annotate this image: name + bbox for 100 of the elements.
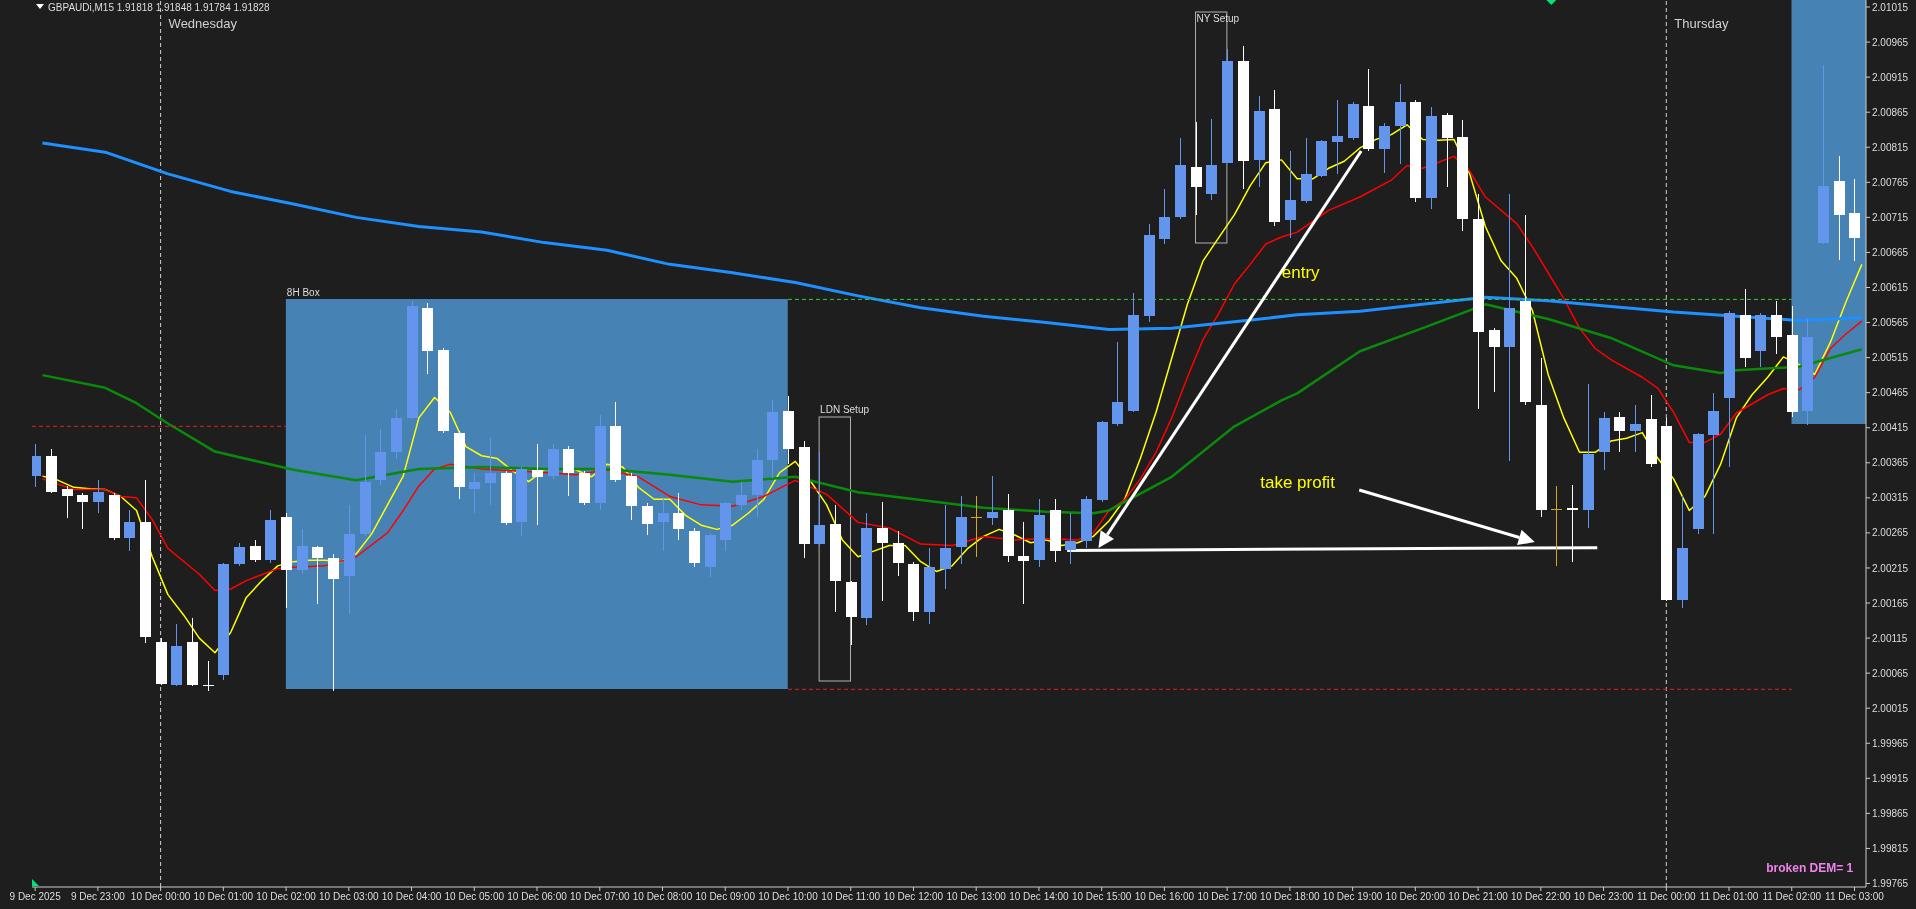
x-tick-label: 11 Dec 01:00 xyxy=(1699,891,1759,903)
candlestick xyxy=(673,492,684,541)
candlestick xyxy=(563,445,574,497)
y-tick-label: 2.00815 xyxy=(1872,141,1909,153)
x-tick-label: 10 Dec 04:00 xyxy=(381,891,442,903)
candlestick xyxy=(203,660,214,692)
x-tick-label: 11 Dec 03:00 xyxy=(1825,891,1885,903)
y-tick-label: 2.00015 xyxy=(1872,702,1909,714)
candlestick xyxy=(940,504,951,590)
y-tick-label: 2.00165 xyxy=(1872,597,1909,609)
candlestick xyxy=(250,539,261,563)
chart-title: GBPAUDi,M15 1.91818 1.91848 1.91784 1.91828 xyxy=(48,2,271,13)
x-tick-label: 9 Dec 2025 xyxy=(9,891,62,903)
candlestick xyxy=(971,495,982,558)
candlestick xyxy=(893,530,904,577)
y-tick-label: 1.99965 xyxy=(1872,737,1909,749)
y-tick-label: 2.00415 xyxy=(1872,422,1909,434)
candlestick xyxy=(1614,411,1625,453)
candlestick xyxy=(328,553,339,692)
x-tick-label: 10 Dec 22:00 xyxy=(1511,891,1571,903)
x-tick-label: 10 Dec 15:00 xyxy=(1071,891,1132,903)
candlestick xyxy=(469,472,480,514)
candlestick xyxy=(1285,150,1296,239)
y-tick-label: 2.00565 xyxy=(1872,317,1909,329)
candlestick xyxy=(877,501,888,602)
x-tick-label: 10 Dec 08:00 xyxy=(632,891,693,903)
x-tick-label: 10 Dec 17:00 xyxy=(1197,891,1258,903)
x-tick-label: 10 Dec 21:00 xyxy=(1448,891,1509,903)
x-tick-label: 10 Dec 07:00 xyxy=(570,891,630,903)
candlestick xyxy=(1112,341,1123,427)
candlestick xyxy=(736,481,747,511)
candlestick xyxy=(1065,512,1076,565)
x-tick-label: 10 Dec 20:00 xyxy=(1385,891,1446,903)
line-series xyxy=(40,141,1864,332)
y-tick-label: 2.00915 xyxy=(1872,71,1909,83)
candlestick xyxy=(93,479,104,514)
annotation: broken DEM= 1 xyxy=(1766,861,1854,875)
candlestick xyxy=(1159,188,1170,245)
ref-line-label: Wednesday xyxy=(168,16,238,31)
x-tick-label: 10 Dec 14:00 xyxy=(1009,891,1070,903)
x-tick-label: 10 Dec 02:00 xyxy=(256,891,317,903)
y-tick-label: 2.00315 xyxy=(1872,492,1909,504)
candlestick xyxy=(124,509,135,552)
y-tick-label: 2.00765 xyxy=(1872,176,1909,188)
candlestick xyxy=(987,475,998,526)
y-tick-label: 2.00615 xyxy=(1872,282,1909,294)
candlestick xyxy=(1489,327,1500,393)
annotation: 8H Box xyxy=(286,287,320,298)
y-tick-label: 2.00115 xyxy=(1872,632,1908,644)
candlestick xyxy=(1191,121,1202,216)
candlestick xyxy=(485,437,496,506)
candlestick xyxy=(532,443,543,526)
x-tick-label: 9 Dec 23:00 xyxy=(70,891,126,903)
annotation: entry xyxy=(1281,263,1321,282)
line-series xyxy=(41,155,1863,592)
candlestick xyxy=(1332,99,1343,175)
ref-line-label: Thursday xyxy=(1674,16,1729,31)
y-tick-label: 2.00265 xyxy=(1872,527,1909,539)
candlestick xyxy=(234,542,245,567)
x-tick-label: 10 Dec 09:00 xyxy=(695,891,756,903)
x-tick-label: 10 Dec 12:00 xyxy=(883,891,944,903)
x-tick-label: 11 Dec 02:00 xyxy=(1762,891,1822,903)
y-tick-label: 2.00365 xyxy=(1872,457,1909,469)
y-tick-label: 1.99815 xyxy=(1872,842,1909,854)
candlestick xyxy=(1630,404,1641,453)
candlestick xyxy=(77,492,88,530)
x-tick-label: 10 Dec 13:00 xyxy=(946,891,1007,903)
y-tick-label: 2.00465 xyxy=(1872,387,1909,399)
y-tick-label: 2.01015 xyxy=(1872,1,1909,13)
x-tick-label: 10 Dec 03:00 xyxy=(319,891,379,903)
candlestick xyxy=(658,498,669,552)
candlestick xyxy=(32,443,41,488)
annotation: NY Setup xyxy=(1196,13,1240,24)
x-tick-label: 10 Dec 00:00 xyxy=(130,891,191,903)
y-tick-label: 1.99865 xyxy=(1872,807,1909,819)
y-tick-label: 1.99915 xyxy=(1872,772,1909,784)
x-tick-label: 10 Dec 06:00 xyxy=(507,891,568,903)
candlestick xyxy=(1018,521,1029,605)
candlestick xyxy=(1551,485,1562,567)
x-tick-label: 10 Dec 19:00 xyxy=(1322,891,1383,903)
y-tick-label: 2.00715 xyxy=(1872,211,1909,223)
candlestick xyxy=(814,451,825,547)
candlestick xyxy=(1379,122,1390,174)
candlestick xyxy=(312,545,323,605)
x-tick-label: 10 Dec 01:00 xyxy=(193,891,254,903)
x-tick-label: 10 Dec 23:00 xyxy=(1573,891,1634,903)
annotation: take profit xyxy=(1260,473,1336,492)
y-tick-label: 2.00965 xyxy=(1872,36,1909,48)
y-tick-label: 2.00515 xyxy=(1872,352,1909,364)
y-tick-label: 2.00065 xyxy=(1872,667,1909,679)
y-tick-label: 2.00865 xyxy=(1872,106,1909,118)
annotation: LDN Setup xyxy=(820,404,870,415)
y-tick-label: 2.00215 xyxy=(1872,562,1909,574)
x-tick-label: 10 Dec 16:00 xyxy=(1134,891,1195,903)
x-tick-label: 10 Dec 05:00 xyxy=(444,891,505,903)
y-tick-label: 2.00665 xyxy=(1872,246,1909,258)
candlestick xyxy=(1771,300,1782,355)
x-tick-label: 11 Dec 00:00 xyxy=(1636,891,1697,903)
candlestick xyxy=(642,502,653,536)
candlestick xyxy=(1442,112,1453,188)
